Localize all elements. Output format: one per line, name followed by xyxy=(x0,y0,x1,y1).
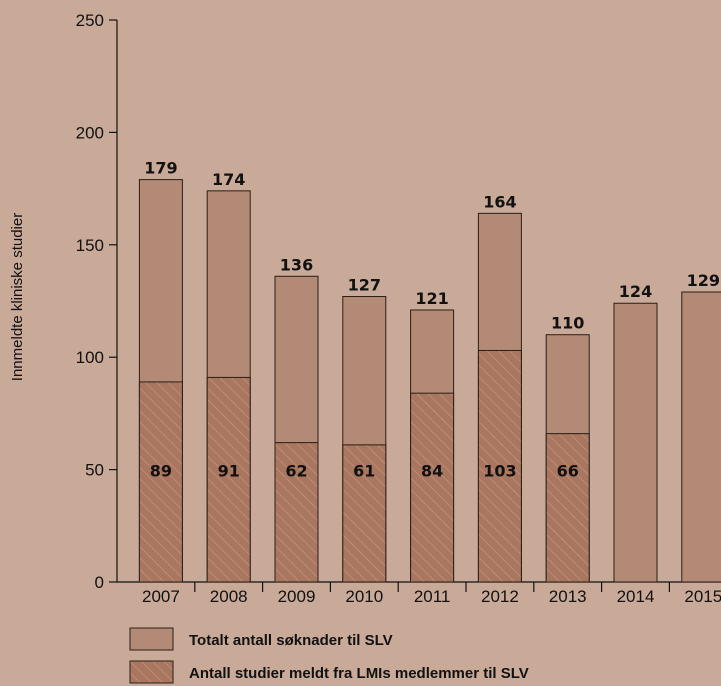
bar-member xyxy=(206,376,251,583)
legend-total-swatch xyxy=(129,627,174,651)
bar-total xyxy=(681,291,721,583)
x-tick-label: 2012 xyxy=(481,587,519,606)
data-label-member: 84 xyxy=(421,461,443,480)
bar-member xyxy=(342,444,387,583)
y-tick-label: 250 xyxy=(76,11,104,30)
data-label-total: 121 xyxy=(415,289,448,308)
bar-member xyxy=(410,392,455,583)
bar-member xyxy=(138,381,183,583)
bar-member xyxy=(477,349,522,583)
legend: Totalt antall søknader til SLV Antall stu… xyxy=(129,627,529,684)
bars xyxy=(138,179,721,583)
data-label-member: 62 xyxy=(285,461,307,480)
data-label-total: 110 xyxy=(551,314,584,333)
x-tick-label: 2007 xyxy=(142,587,180,606)
legend-member-swatch xyxy=(129,660,174,684)
data-label-total: 164 xyxy=(483,192,516,211)
x-tick-label: 2011 xyxy=(414,587,451,606)
axes: 0 50 100 150 200 250 Innmeldte kliniske studie… xyxy=(9,11,721,606)
data-label-member: 66 xyxy=(557,461,579,480)
data-label-total: 179 xyxy=(144,159,177,178)
legend-total-label: Totalt antall søknader til SLV xyxy=(189,632,393,649)
x-tick-label: 2015 xyxy=(684,587,721,606)
data-label-total: 124 xyxy=(619,282,652,301)
bar-total xyxy=(613,302,658,583)
data-label-member: 103 xyxy=(483,461,516,480)
x-tick-label: 2010 xyxy=(345,587,383,606)
y-tick-label: 200 xyxy=(76,123,104,142)
y-tick-label: 150 xyxy=(76,236,104,255)
bar-member xyxy=(274,442,319,583)
data-label-total: 136 xyxy=(280,255,313,274)
x-tick-label: 2013 xyxy=(549,587,587,606)
y-tick-label: 100 xyxy=(76,348,104,367)
x-tick-label: 2008 xyxy=(210,587,248,606)
data-label-member: 89 xyxy=(150,461,172,480)
y-tick-label: 50 xyxy=(85,461,104,480)
x-tick-label: 2014 xyxy=(617,587,655,606)
data-label-total: 174 xyxy=(212,170,245,189)
bar-member xyxy=(545,433,590,583)
data-label-member: 91 xyxy=(218,461,240,480)
data-label-total: 129 xyxy=(687,271,720,290)
data-labels: 179 89 174 91 136 62 127 61 121 84 164 103 110 66 124 1… xyxy=(144,159,720,481)
x-tick-label: 2009 xyxy=(278,587,316,606)
y-tick-label: 0 xyxy=(95,573,104,592)
legend-member-label: Antall studier meldt fra LMIs medlemmer … xyxy=(189,665,529,682)
y-axis-title: Innmeldte kliniske studier xyxy=(9,213,26,381)
data-label-total: 127 xyxy=(348,276,381,295)
data-label-member: 61 xyxy=(353,461,375,480)
